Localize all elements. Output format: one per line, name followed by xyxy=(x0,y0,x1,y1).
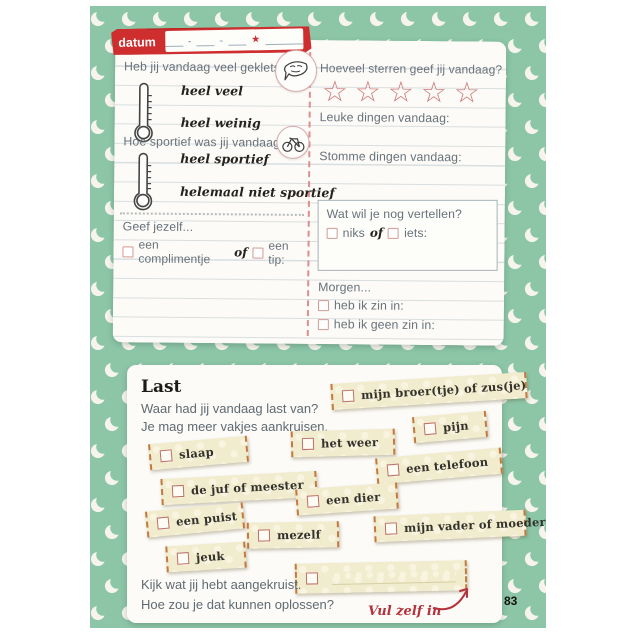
date-input-panel[interactable]: - - ★ xyxy=(165,28,304,52)
date-year-blank[interactable] xyxy=(228,34,246,45)
compliment-tip-row: een complimentje of een tip: xyxy=(122,237,306,267)
leuke-dingen-label: Leuke dingen vandaag: xyxy=(319,110,450,126)
thermometer-sportief-icon xyxy=(130,150,155,217)
date-dash: - xyxy=(219,34,224,47)
question-sportief: Hoe sportief was jij vandaag? xyxy=(123,134,288,150)
of-handwritten: of xyxy=(369,225,384,240)
ticket-checkbox[interactable] xyxy=(159,449,173,463)
ticket-checkbox[interactable] xyxy=(306,494,320,508)
last-outro-line1: Kijk wat jij hebt aangekruist. xyxy=(141,577,302,592)
page-number: 83 xyxy=(504,594,518,608)
geef-jezelf-label: Geef jezelf... xyxy=(122,219,194,234)
star-outline-icon[interactable]: ☆ xyxy=(354,74,382,109)
speech-bubble-icon xyxy=(274,49,318,93)
morgen-label: Morgen... xyxy=(318,280,372,295)
date-day-blank[interactable] xyxy=(165,36,183,47)
date-month-blank[interactable] xyxy=(196,35,214,46)
date-banner: datum - - ★ dag xyxy=(111,25,311,56)
vertellen-label: Wat wil je nog vertellen? xyxy=(326,206,462,221)
question-gekletst: Heb jij vandaag veel gekletst? xyxy=(124,59,291,75)
last-title: Last xyxy=(141,377,182,397)
ticket-slaap[interactable]: slaap xyxy=(148,435,249,471)
complimentje-checkbox[interactable] xyxy=(122,245,134,257)
ticket-checkbox[interactable] xyxy=(176,552,190,565)
star-rating[interactable]: ☆ ☆ ☆ ☆ ☆ xyxy=(321,74,481,110)
ticket-broer-of-zus[interactable]: mijn broer(tje) of zus(je) xyxy=(330,372,528,410)
iets-label: iets: xyxy=(404,225,428,240)
last-intro-line2: Je mag meer vakjes aankruisen. xyxy=(141,419,329,434)
thermometer-gekletst-icon xyxy=(130,80,155,149)
vertellen-box: Wat wil je nog vertellen? niks of iets: xyxy=(317,199,498,271)
moon-pattern-background: datum - - ★ dag Heb jij vandaag veel gek… xyxy=(90,6,546,628)
ticket-checkbox[interactable] xyxy=(386,463,400,477)
ticket-checkbox[interactable] xyxy=(341,389,355,403)
ticket-jeuk[interactable]: jeuk xyxy=(165,541,247,573)
zin-checkbox[interactable] xyxy=(317,299,330,311)
ticket-checkbox[interactable] xyxy=(257,529,271,542)
tip-checkbox[interactable] xyxy=(252,247,264,259)
datum-label: datum xyxy=(118,34,156,50)
star-icon: ★ xyxy=(251,34,261,46)
star-outline-icon[interactable]: ☆ xyxy=(453,75,481,110)
day-name-blank[interactable] xyxy=(265,33,303,45)
zin-label: heb ik zin in: xyxy=(333,298,404,313)
date-dash: - xyxy=(187,35,192,48)
ticket-checkbox[interactable] xyxy=(384,522,398,535)
label-heel-sportief: heel sportief xyxy=(180,150,270,167)
ticket-checkbox[interactable] xyxy=(423,422,437,436)
geen-zin-checkbox[interactable] xyxy=(317,318,329,330)
ticket-checkbox[interactable] xyxy=(171,484,185,498)
ticket-mezelf[interactable]: mezelf xyxy=(246,521,340,549)
diary-card: datum - - ★ dag Heb jij vandaag veel gek… xyxy=(113,38,507,346)
last-outro-line2: Hoe zou je dat kunnen oplossen? xyxy=(141,597,334,612)
stomme-dingen-label: Stomme dingen vandaag: xyxy=(319,149,462,165)
ticket-vader-of-moeder[interactable]: mijn vader of moeder xyxy=(373,509,546,543)
ticket-een-puist[interactable]: een puist xyxy=(144,502,246,538)
last-card: Last Waar had jij vandaag last van? Je m… xyxy=(127,365,546,623)
ticket-checkbox[interactable] xyxy=(156,516,170,530)
dag-label: dag xyxy=(311,31,335,46)
ticket-pijn[interactable]: pijn xyxy=(412,410,488,444)
tip-label: een tip: xyxy=(268,238,289,267)
niks-checkbox[interactable] xyxy=(326,227,338,239)
geen-zin-row: heb ik geen zin in: xyxy=(317,317,435,333)
star-outline-icon[interactable]: ☆ xyxy=(387,74,415,109)
star-outline-icon[interactable]: ☆ xyxy=(321,74,349,109)
complimentje-label: een complimentje xyxy=(138,237,211,267)
label-heel-veel: heel veel xyxy=(180,82,243,99)
ticket-checkbox[interactable] xyxy=(305,572,319,585)
ticket-juf-of-meester[interactable]: de juf of meester xyxy=(160,470,318,506)
star-outline-icon[interactable]: ☆ xyxy=(420,74,448,110)
iets-checkbox[interactable] xyxy=(388,227,400,239)
niks-iets-row: niks of iets: xyxy=(326,225,489,240)
ticket-checkbox[interactable] xyxy=(301,437,315,451)
curved-arrow-icon xyxy=(432,580,476,617)
ticket-het-weer[interactable]: het weer xyxy=(290,428,396,458)
bicycle-icon xyxy=(276,125,310,159)
geen-zin-label: heb ik geen zin in: xyxy=(333,317,435,333)
zin-row: heb ik zin in: xyxy=(317,298,404,313)
last-intro-line1: Waar had jij vandaag last van? xyxy=(141,401,319,416)
of-handwritten: of xyxy=(234,245,248,260)
label-heel-weinig: heel weinig xyxy=(180,114,261,131)
niks-label: niks xyxy=(342,225,365,240)
label-niet-sportief: helemaal niet sportief xyxy=(179,183,335,201)
vul-zelf-in-hint: Vul zelf in xyxy=(368,604,442,619)
